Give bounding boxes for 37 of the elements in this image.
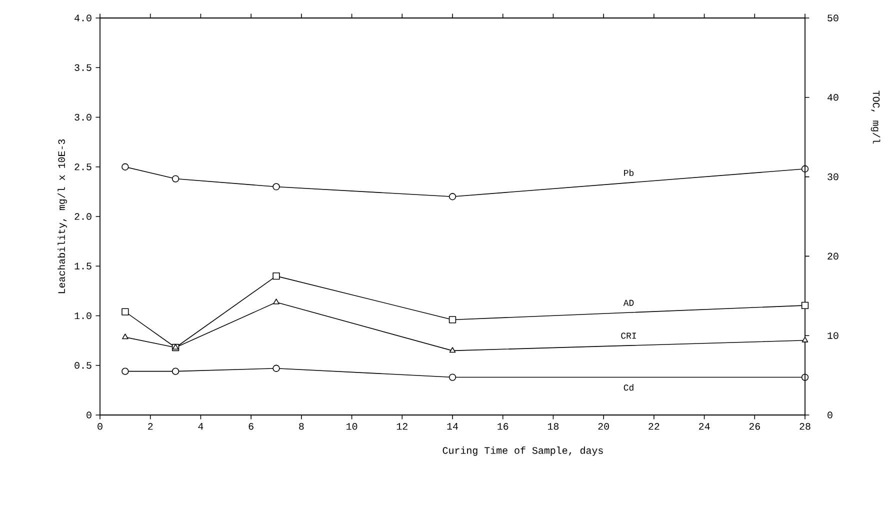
series-label: CRI — [621, 332, 636, 339]
y-tick-label: 2.5 — [74, 163, 92, 170]
y2-tick-label: 40 — [827, 94, 838, 101]
y2-tick-label: 20 — [828, 252, 838, 260]
x-tick-label: 4 — [198, 423, 204, 430]
x-tick-label: 18 — [548, 423, 559, 430]
y-tick-label: 2.0 — [74, 213, 92, 220]
x-tick-label: 24 — [699, 423, 710, 430]
x-tick-label: 20 — [598, 423, 609, 430]
x-tick-label: 16 — [498, 423, 508, 430]
x-tick-label: 0 — [98, 423, 102, 430]
y2-axis-title: TOC, mg/l — [870, 90, 880, 144]
x-tick-label: 26 — [749, 423, 760, 430]
y-tick-label: 3.0 — [74, 114, 92, 121]
y-tick-label: 4.0 — [74, 14, 92, 22]
y-tick-label: 3.5 — [74, 64, 92, 71]
y2-tick-label: 0 — [828, 412, 832, 418]
y-tick-label: 1.5 — [74, 262, 92, 270]
y-tick-label: 0.5 — [74, 362, 92, 369]
x-tick-label: 12 — [396, 423, 408, 430]
x-tick-label: 14 — [447, 423, 458, 430]
x-axis-title: Curing Time of Sample, days — [442, 446, 603, 456]
y-tick-label: 1.0 — [74, 312, 92, 320]
series-label: Pb — [624, 169, 634, 176]
x-tick-label: 6 — [248, 423, 254, 430]
y2-tick-label: 10 — [828, 332, 838, 339]
x-tick-label: 22 — [648, 423, 660, 430]
x-tick-label: 8 — [299, 423, 304, 430]
series-label: AD — [623, 300, 634, 306]
x-tick-label: 28 — [800, 423, 810, 430]
x-tick-label: 10 — [346, 423, 358, 430]
y2-tick-label: 30 — [828, 173, 838, 180]
y-axis-title: Leachability, mg/l x 10E-3 — [58, 139, 67, 294]
x-tick-label: 2 — [148, 423, 153, 430]
y-tick-label: 0 — [86, 412, 92, 418]
series-label: Cd — [624, 384, 634, 391]
y2-tick-label: 50 — [828, 14, 838, 22]
